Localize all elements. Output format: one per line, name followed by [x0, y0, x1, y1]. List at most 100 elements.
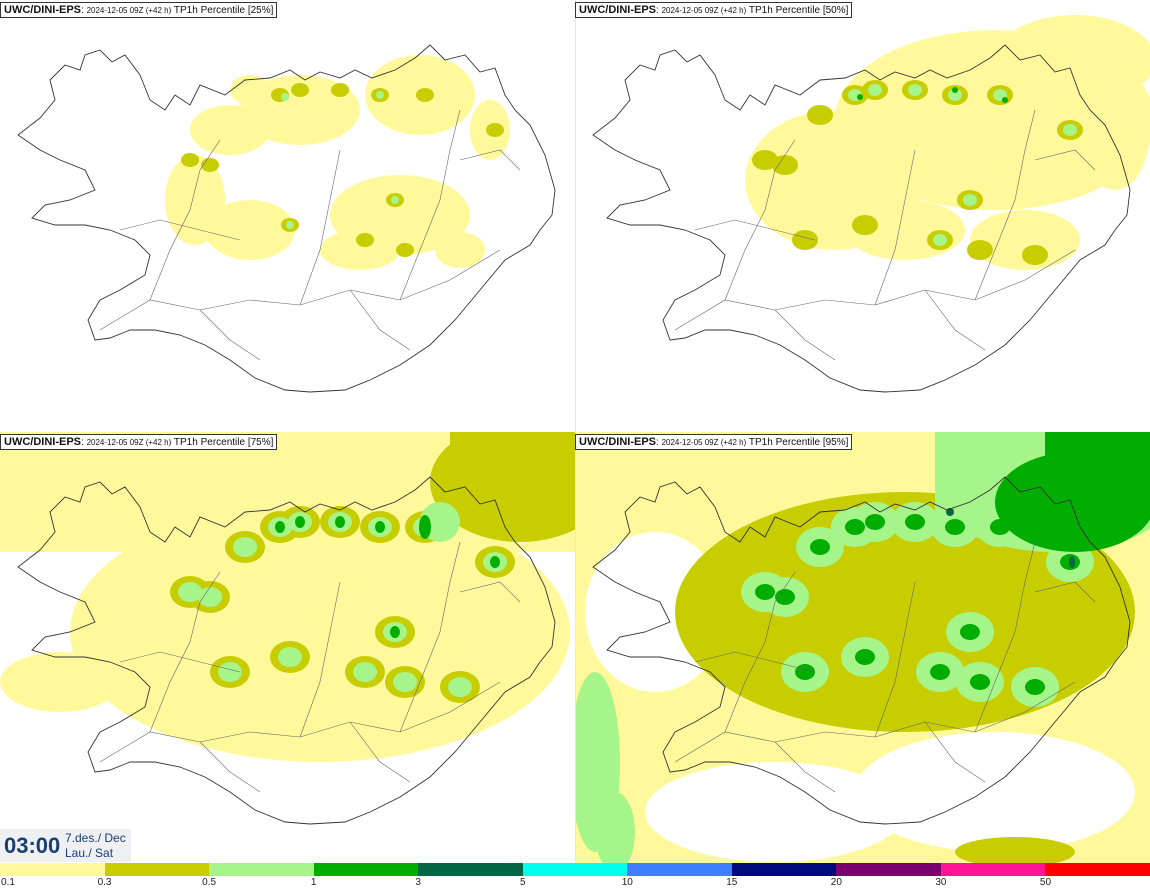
- road-line: [874, 149, 916, 306]
- road-line: [974, 109, 1036, 301]
- road-line: [399, 109, 461, 301]
- road-line: [774, 741, 836, 793]
- precip-contour: [320, 230, 400, 270]
- precip-contour: [178, 582, 202, 602]
- precip-contour: [448, 677, 472, 697]
- colorbar-segment: [1045, 863, 1150, 876]
- precip-contour: [331, 83, 349, 97]
- colorbar-tick: 50: [1039, 877, 1052, 888]
- precip-contour: [233, 537, 257, 557]
- colorbar-tick: 5: [519, 877, 526, 888]
- road-line: [459, 149, 521, 171]
- precip-contour: [775, 589, 795, 605]
- precip-contour: [356, 233, 374, 247]
- precip-contour: [1025, 679, 1045, 695]
- precip-contour: [970, 210, 1080, 270]
- precip-contour: [218, 662, 242, 682]
- precip-contour: [933, 234, 947, 246]
- precip-contour: [201, 158, 219, 172]
- road-line: [119, 651, 241, 673]
- precip-contour: [416, 88, 434, 102]
- precip-contour: [335, 516, 345, 528]
- road-line: [924, 289, 986, 351]
- precip-contour: [645, 762, 905, 862]
- precip-contour: [868, 84, 882, 96]
- precip-contour: [1045, 432, 1150, 502]
- precip-contour: [278, 647, 302, 667]
- precip-contour: [855, 649, 875, 665]
- road-line: [99, 249, 501, 331]
- colorbar-tick: 1: [310, 877, 317, 888]
- precip-contour: [948, 89, 962, 101]
- panel-title: UWC/DINI-EPS: 2024-12-05 09Z (+42 h) TP1…: [0, 434, 278, 450]
- colorbar-tick: 0.1: [1, 877, 15, 888]
- precip-contour: [952, 87, 958, 93]
- colorbar-tick: 30: [935, 877, 947, 888]
- precip-contour: [752, 150, 778, 170]
- precip-field-p75: [0, 432, 575, 762]
- colorbar-tick: 3: [415, 877, 421, 888]
- coastline-path: [592, 476, 1131, 825]
- precip-contour: [963, 194, 977, 206]
- precip-contour: [419, 515, 431, 539]
- precip-contour: [353, 662, 377, 682]
- precip-contour: [930, 664, 950, 680]
- precip-field-p95: [575, 432, 1150, 863]
- precip-contour: [286, 221, 294, 229]
- road-line: [149, 571, 221, 733]
- precip-contour: [967, 240, 993, 260]
- road-line: [694, 219, 816, 241]
- precip-contour: [391, 196, 399, 204]
- iceland-coastline: [592, 476, 1131, 825]
- precip-map-p25: [17, 44, 556, 393]
- colorbar-segment: [836, 863, 941, 876]
- road-line: [774, 309, 836, 361]
- colorbar-segment: [418, 863, 523, 876]
- colorbar-tick: 15: [726, 877, 738, 888]
- precip-map-p75: [0, 432, 575, 825]
- road-line: [399, 541, 461, 733]
- colorbar-tick: 0.3: [97, 877, 112, 888]
- road-line: [459, 581, 521, 603]
- precip-contour: [1022, 245, 1048, 265]
- road-line: [1034, 581, 1096, 603]
- colorbar-segment: [313, 863, 419, 876]
- precip-contour: [396, 243, 414, 257]
- road-line: [349, 289, 411, 351]
- precip-contour: [852, 215, 878, 235]
- precip-contour: [792, 230, 818, 250]
- precip-contour: [855, 732, 1135, 852]
- precip-contour: [393, 672, 417, 692]
- precip-contour: [908, 84, 922, 96]
- road-line: [299, 581, 341, 738]
- iceland-coastline: [17, 476, 556, 825]
- panel-title: UWC/DINI-EPS: 2024-12-05 09Z (+42 h) TP1…: [575, 2, 853, 18]
- precip-contour: [990, 519, 1010, 535]
- coastline-path: [17, 476, 556, 825]
- colorbar-segment: [940, 863, 1046, 876]
- colorbar-tick: 20: [830, 877, 842, 888]
- precip-contour: [1080, 70, 1150, 190]
- precip-map-p50: [592, 15, 1150, 393]
- road-line: [149, 139, 221, 301]
- precip-contour: [755, 584, 775, 600]
- map-panel-p95: UWC/DINI-EPS: 2024-12-05 09Z (+42 h) TP1…: [575, 432, 1150, 863]
- map-panel-p25: UWC/DINI-EPS: 2024-12-05 09Z (+42 h) TP1…: [0, 0, 575, 431]
- road-line: [924, 721, 986, 783]
- precip-contour: [198, 587, 222, 607]
- precip-contour: [772, 155, 798, 175]
- colorbar-segment: [0, 863, 105, 876]
- road-line: [1034, 149, 1096, 171]
- precip-field-p25: [165, 55, 510, 270]
- iceland-coastline: [17, 44, 556, 393]
- map-panel-p50: UWC/DINI-EPS: 2024-12-05 09Z (+42 h) TP1…: [575, 0, 1150, 431]
- precip-contour: [1002, 97, 1008, 103]
- precip-contour: [240, 75, 360, 145]
- coastline-path: [592, 44, 1131, 393]
- precip-contour: [857, 94, 863, 100]
- precip-contour: [945, 519, 965, 535]
- precip-contour: [291, 83, 309, 97]
- colorbar-segment: [522, 863, 628, 876]
- road-line: [974, 541, 1036, 733]
- precip-contour: [435, 232, 485, 268]
